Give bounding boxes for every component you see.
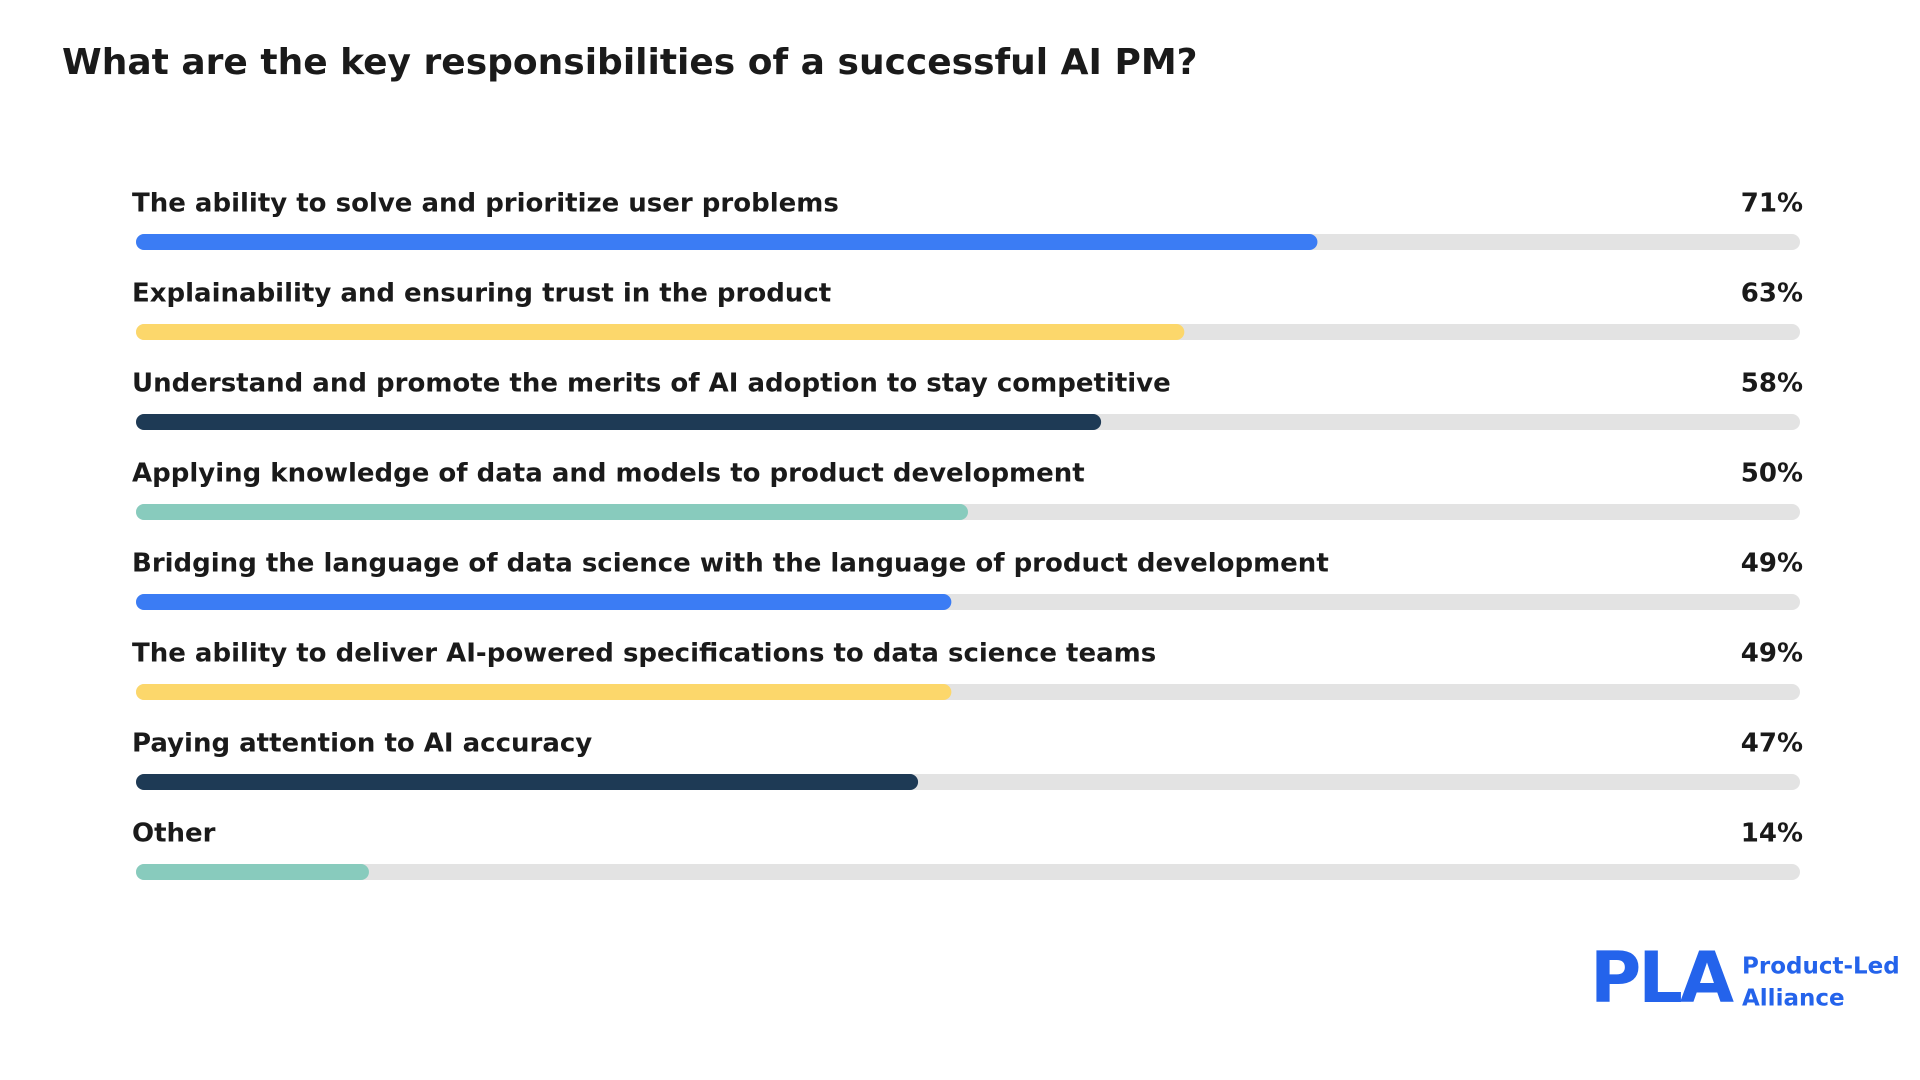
value-label: 50%	[1741, 459, 1803, 489]
value-label: 47%	[1741, 729, 1803, 759]
logo-name: Alliance	[1742, 986, 1845, 1012]
value-label: 49%	[1741, 639, 1803, 669]
bar	[136, 684, 952, 700]
bar-label: Paying attention to AI accuracy	[132, 729, 592, 759]
bar-label: The ability to solve and prioritize user…	[132, 189, 839, 219]
bar-label: Applying knowledge of data and models to…	[132, 459, 1085, 489]
bar	[136, 864, 369, 880]
bar-label: Explainability and ensuring trust in the…	[132, 279, 831, 309]
value-label: 49%	[1741, 549, 1803, 579]
bar-label: Bridging the language of data science wi…	[132, 549, 1329, 579]
bar	[136, 504, 968, 520]
bar-track	[136, 864, 1800, 880]
bar	[136, 594, 952, 610]
value-label: 58%	[1741, 369, 1803, 399]
logo-mark: PLA	[1590, 937, 1734, 1019]
bar-label: Other	[132, 819, 216, 849]
bar	[136, 774, 919, 790]
chart-title: What are the key responsibilities of a s…	[62, 42, 1198, 83]
value-label: 63%	[1741, 279, 1803, 309]
bar	[136, 324, 1185, 340]
bar	[136, 234, 1318, 250]
value-label: 14%	[1741, 819, 1803, 849]
value-label: 71%	[1741, 189, 1803, 219]
bar-label: Understand and promote the merits of AI …	[132, 369, 1171, 399]
bar-label: The ability to deliver AI-powered specif…	[132, 639, 1156, 669]
logo-name: Product-Led	[1742, 954, 1900, 980]
bar	[136, 414, 1102, 430]
